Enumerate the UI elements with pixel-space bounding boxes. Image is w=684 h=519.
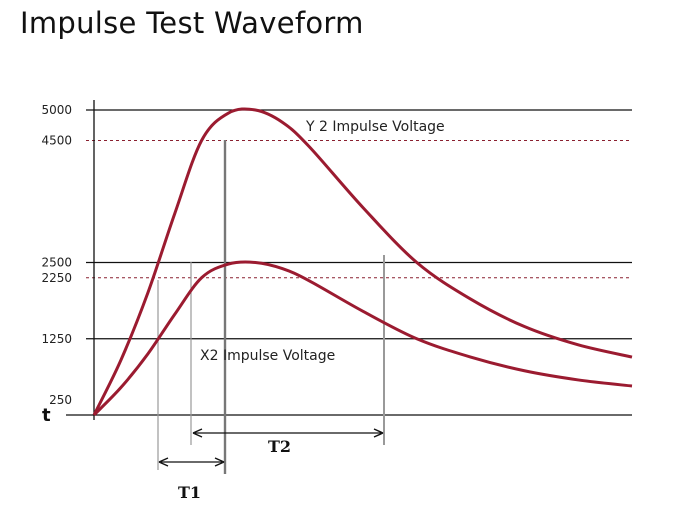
arrow-head-left	[158, 457, 169, 467]
interval-label-t2: T2	[268, 437, 291, 456]
interval-label-t1: T1	[178, 483, 201, 502]
y-tick-label: 250	[49, 393, 72, 407]
t2-interval-arrow	[192, 428, 384, 438]
y-tick-label: 1250	[41, 332, 72, 346]
t1-interval-arrow	[158, 457, 225, 467]
arrow-head-right	[214, 457, 225, 467]
series-label-x2: X2 Impulse Voltage	[200, 348, 335, 364]
arrow-head-right	[373, 428, 384, 438]
y-tick-label: 2500	[41, 256, 72, 270]
series-label-y2: Y 2 Impulse Voltage	[305, 119, 445, 135]
y-tick-label: 2250	[41, 271, 72, 285]
series-curve-y2	[92, 107, 633, 416]
y-tick-label: 5000	[41, 103, 72, 117]
arrow-head-left	[192, 428, 203, 438]
series-curve-x2	[92, 260, 633, 417]
page-title: Impulse Test Waveform	[20, 6, 364, 40]
y-tick-label: 4500	[41, 134, 72, 148]
x-axis-label: t	[42, 405, 51, 426]
